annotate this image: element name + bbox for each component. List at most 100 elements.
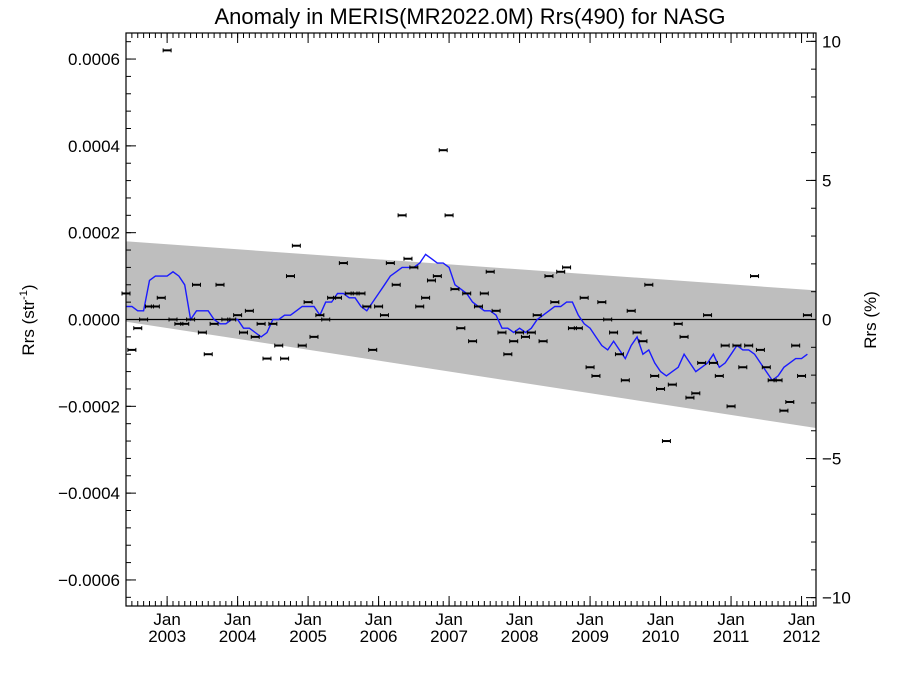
x-tick-month-label: Jan [647, 610, 674, 629]
x-tick-month-label: Jan [576, 610, 603, 629]
uncertainty-band-layer [126, 241, 816, 429]
anomaly-point [244, 308, 254, 313]
anomaly-point [374, 304, 384, 309]
right-tick-label: 10 [822, 32, 841, 51]
anomaly-point [168, 317, 178, 322]
anomaly-point [750, 274, 760, 279]
anomaly-point [579, 295, 589, 300]
anomaly-point [732, 343, 742, 348]
anomaly-point [438, 148, 448, 153]
x-tick-year-label: 2008 [501, 627, 539, 646]
anomaly-point [773, 378, 783, 383]
x-tick-year-label: 2003 [148, 627, 186, 646]
anomaly-point [456, 326, 466, 331]
anomaly-point [450, 287, 460, 292]
anomaly-point [403, 256, 413, 261]
anomaly-point [679, 334, 689, 339]
anomaly-point [703, 313, 713, 318]
anomaly-point [421, 295, 431, 300]
anomaly-point [755, 347, 765, 352]
anomaly-point [356, 291, 366, 296]
anomaly-point [573, 326, 583, 331]
chart-title: Anomaly in MERIS(MR2022.0M) Rrs(490) for… [214, 4, 725, 29]
anomaly-point [332, 295, 342, 300]
anomaly-point [338, 261, 348, 266]
anomaly-point [556, 269, 566, 274]
right-tick-label: −5 [822, 450, 841, 469]
anomaly-point [162, 48, 172, 53]
anomaly-point [227, 317, 237, 322]
anomaly-point [779, 408, 789, 413]
anomaly-point [620, 378, 630, 383]
anomaly-point [321, 317, 331, 322]
left-tick-label: 0.0002 [68, 224, 120, 243]
x-tick-year-label: 2009 [571, 627, 609, 646]
anomaly-point [714, 373, 724, 378]
anomaly-point [614, 352, 624, 357]
right-y-axis-label: Rrs (%) [861, 291, 880, 349]
anomaly-point [215, 282, 225, 287]
anomaly-points-layer [121, 48, 812, 444]
anomaly-point [385, 261, 395, 266]
x-tick-year-label: 2007 [430, 627, 468, 646]
x-tick-year-label: 2006 [360, 627, 398, 646]
anomaly-point [632, 330, 642, 335]
anomaly-point [562, 265, 572, 270]
anomaly-point [785, 399, 795, 404]
anomaly-point [280, 356, 290, 361]
anomaly-point [415, 304, 425, 309]
x-tick-month-label: Jan [224, 610, 251, 629]
anomaly-point [285, 274, 295, 279]
x-tick-year-label: 2010 [642, 627, 680, 646]
anomaly-point [197, 330, 207, 335]
anomaly-point [256, 321, 266, 326]
anomaly-point [362, 304, 372, 309]
anomaly-point [791, 343, 801, 348]
anomaly-point [685, 395, 695, 400]
right-y-axis: 10 5 0 −5 −10 [806, 32, 851, 608]
anomaly-point [526, 330, 536, 335]
x-tick-month-label: Jan [153, 610, 180, 629]
anomaly-point [368, 347, 378, 352]
left-tick-label: −0.0002 [58, 397, 120, 416]
anomaly-point [432, 274, 442, 279]
anomaly-point [644, 282, 654, 287]
x-tick-year-label: 2012 [783, 627, 821, 646]
anomaly-point [509, 339, 519, 344]
anomaly-point [520, 334, 530, 339]
anomaly-point [233, 313, 243, 318]
anomaly-point [209, 321, 219, 326]
anomaly-point [268, 321, 278, 326]
x-tick-month-label: Jan [506, 610, 533, 629]
anomaly-point [180, 321, 190, 326]
left-tick-label: 0.0004 [68, 137, 120, 156]
left-y-axis-label: Rrs (str-1) [18, 284, 38, 355]
anomaly-point [656, 386, 666, 391]
anomaly-point [597, 300, 607, 305]
anomaly-point [186, 317, 196, 322]
anomaly-point [139, 317, 149, 322]
anomaly-point [591, 373, 601, 378]
anomaly-point [626, 308, 636, 313]
uncertainty-band [126, 241, 816, 429]
x-axis: Jan2003Jan2004Jan2005Jan2006Jan2007Jan20… [125, 33, 821, 646]
anomaly-point [150, 304, 160, 309]
anomaly-point [379, 313, 389, 318]
anomaly-point [744, 343, 754, 348]
anomaly-point [802, 313, 812, 318]
right-tick-label: 5 [822, 171, 831, 190]
x-tick-year-label: 2005 [289, 627, 327, 646]
anomaly-point [297, 343, 307, 348]
anomaly-point [191, 282, 201, 287]
anomaly-point [203, 352, 213, 357]
right-tick-label: −10 [822, 589, 851, 608]
x-tick-year-label: 2004 [219, 627, 257, 646]
anomaly-point [585, 365, 595, 370]
anomaly-point [697, 360, 707, 365]
x-tick-month-label: Jan [365, 610, 392, 629]
anomaly-point [127, 347, 137, 352]
anomaly-point [133, 326, 143, 331]
anomaly-point [409, 265, 419, 270]
anomaly-point [720, 343, 730, 348]
